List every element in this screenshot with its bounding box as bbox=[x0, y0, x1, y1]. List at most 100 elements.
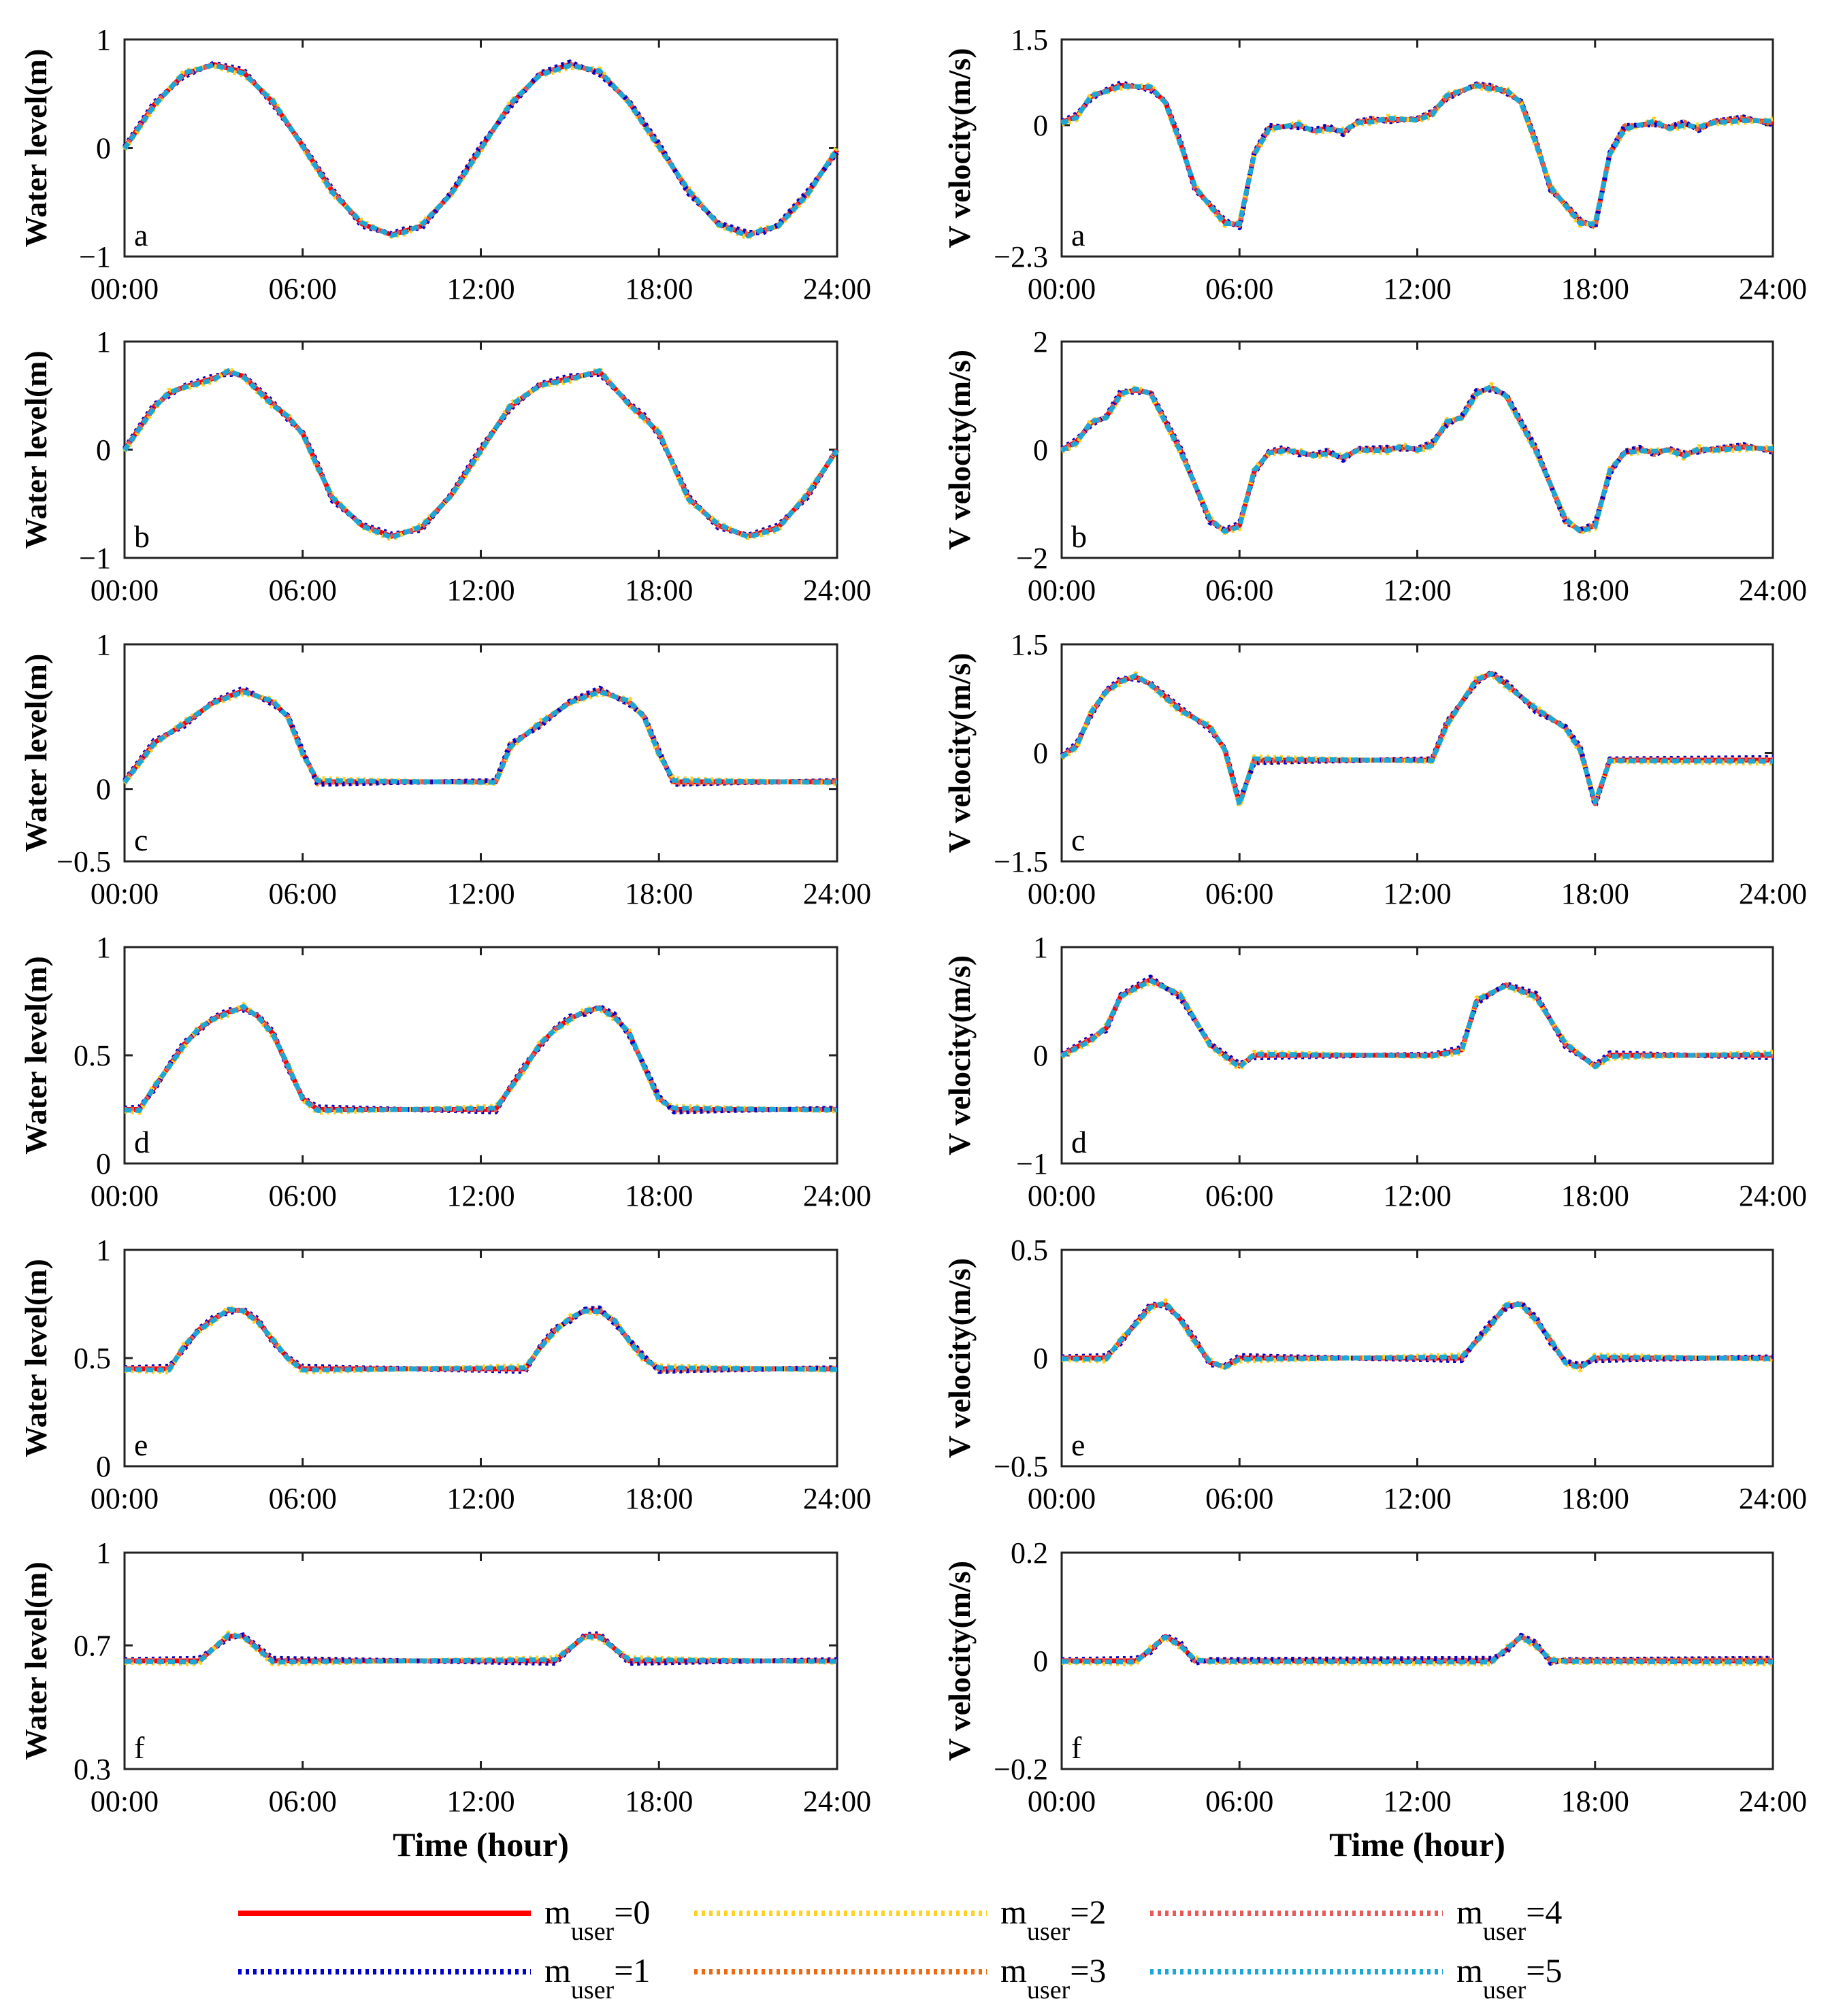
y-tick-label: −0.5 bbox=[56, 845, 111, 878]
y-tick-label: −1 bbox=[79, 542, 111, 575]
series-line-m3 bbox=[124, 1306, 838, 1374]
y-tick-label: 0 bbox=[96, 132, 111, 165]
series-line-m5 bbox=[124, 1632, 838, 1665]
x-tick-label: 18:00 bbox=[1561, 1482, 1629, 1515]
series-line-m5 bbox=[1060, 978, 1774, 1070]
x-tick-label: 12:00 bbox=[446, 1482, 515, 1515]
y-tick-label: 0 bbox=[96, 1147, 111, 1180]
legend-label-m1: muser=1 bbox=[544, 1951, 650, 2004]
panel-letter: d bbox=[134, 1125, 150, 1159]
panel-d-left: 00:00 06:00 12:00 18:00 24:00 0 0.5 1 Water leve… bbox=[18, 931, 871, 1212]
x-tick-label: 24:00 bbox=[1739, 1179, 1807, 1212]
x-tick-label: 12:00 bbox=[1383, 1179, 1451, 1212]
series-line-m5 bbox=[124, 1004, 838, 1113]
x-tick-label: 00:00 bbox=[91, 1482, 159, 1515]
series-line-m4 bbox=[124, 1307, 838, 1372]
panel-f-left: 00:00 06:00 12:00 18:00 24:00 0.3 0.7 1 Water le… bbox=[18, 1536, 871, 1864]
series-line-m5 bbox=[1060, 384, 1774, 534]
series-line-m1 bbox=[1060, 387, 1774, 532]
series-line-m4 bbox=[1060, 82, 1774, 229]
x-tick-label: 18:00 bbox=[625, 1482, 693, 1515]
panel-letter: a bbox=[1071, 218, 1085, 252]
x-tick-label: 06:00 bbox=[1205, 877, 1273, 910]
series-line-m2 bbox=[123, 691, 838, 786]
y-axis-label: V velocity(m/s) bbox=[942, 1561, 977, 1761]
y-axis-label: V velocity(m/s) bbox=[942, 48, 977, 248]
y-axis-label: V velocity(m/s) bbox=[942, 955, 977, 1155]
panel-a-left: 00:00 06:00 12:00 18:00 24:00 −1 0 1 Water level… bbox=[18, 23, 871, 305]
x-tick-label: 24:00 bbox=[1739, 574, 1807, 607]
series-line-m3 bbox=[124, 1004, 838, 1114]
x-tick-label: 12:00 bbox=[1383, 272, 1451, 305]
x-tick-label: 06:00 bbox=[1205, 272, 1273, 305]
x-tick-label: 18:00 bbox=[1561, 1179, 1629, 1212]
series-line-m5 bbox=[123, 63, 839, 239]
x-tick-label: 18:00 bbox=[1561, 877, 1629, 910]
y-tick-label: 0.5 bbox=[1011, 1234, 1048, 1267]
x-tick-label: 00:00 bbox=[1028, 1482, 1096, 1515]
y-axis-label: Water level(m) bbox=[18, 1561, 53, 1760]
x-tick-label: 18:00 bbox=[625, 574, 693, 607]
series-line-m2 bbox=[1060, 382, 1774, 535]
panel-letter: c bbox=[1071, 823, 1085, 857]
series-line-m0 bbox=[123, 688, 837, 784]
x-tick-label: 12:00 bbox=[1383, 1482, 1451, 1515]
series-line-m0 bbox=[1060, 385, 1774, 533]
y-tick-label: 1 bbox=[96, 325, 111, 359]
panel-e-left: 00:00 06:00 12:00 18:00 24:00 0 0.5 1 Water leve… bbox=[18, 1234, 871, 1515]
panel-letter: b bbox=[1071, 519, 1087, 554]
series-line-m0 bbox=[125, 1308, 837, 1372]
panel-b-right: 00:00 06:00 12:00 18:00 24:00 −2 0 2 V velocity(… bbox=[942, 325, 1807, 607]
panel-a-right: 00:00 06:00 12:00 18:00 24:00 −2.3 0 1.5 V veloc… bbox=[942, 23, 1807, 305]
legend-label-m2: muser=2 bbox=[1000, 1893, 1106, 1946]
series-line-m4 bbox=[123, 61, 839, 237]
x-tick-label: 24:00 bbox=[1739, 1785, 1807, 1818]
y-tick-label: −2.3 bbox=[994, 240, 1048, 274]
series-line-m2 bbox=[124, 1002, 838, 1115]
x-tick-label: 24:00 bbox=[1739, 877, 1807, 910]
x-tick-label: 00:00 bbox=[91, 1179, 159, 1212]
series-line-m1 bbox=[123, 685, 838, 787]
x-tick-label: 06:00 bbox=[1205, 574, 1273, 607]
y-axis-label: Water level(m) bbox=[18, 1259, 53, 1457]
y-tick-label: −1.5 bbox=[994, 845, 1048, 878]
x-tick-label: 12:00 bbox=[446, 272, 515, 305]
panel-letter: e bbox=[134, 1427, 148, 1462]
axes-box bbox=[123, 1249, 838, 1468]
x-tick-label: 06:00 bbox=[269, 272, 337, 305]
y-axis-label: V velocity(m/s) bbox=[942, 1258, 977, 1458]
series-line-m4 bbox=[123, 687, 838, 785]
y-tick-label: −1 bbox=[1016, 1147, 1048, 1180]
series-line-m2 bbox=[124, 1304, 838, 1375]
series-line-m5 bbox=[1060, 672, 1774, 808]
x-tick-label: 12:00 bbox=[1383, 574, 1451, 607]
x-tick-label: 00:00 bbox=[91, 574, 159, 607]
axes-box bbox=[1060, 38, 1774, 258]
x-tick-label: 18:00 bbox=[1561, 574, 1629, 607]
y-axis-label: V velocity(m/s) bbox=[942, 350, 977, 550]
series-line-m4 bbox=[1060, 386, 1774, 533]
series-line-m5 bbox=[1061, 1300, 1774, 1371]
x-tick-label: 24:00 bbox=[803, 1179, 871, 1212]
y-tick-label: 1.5 bbox=[1011, 628, 1048, 661]
y-tick-label: −2 bbox=[1016, 542, 1048, 575]
y-tick-label: 0.7 bbox=[74, 1629, 111, 1662]
x-tick-label: 00:00 bbox=[1028, 574, 1096, 607]
panel-letter: b bbox=[134, 519, 150, 554]
x-tick-label: 24:00 bbox=[803, 272, 871, 305]
x-tick-label: 24:00 bbox=[1739, 1482, 1807, 1515]
y-tick-label: −0.2 bbox=[994, 1753, 1048, 1786]
y-tick-label: 1 bbox=[96, 931, 111, 964]
panel-letter: c bbox=[134, 823, 148, 857]
panel-letter: f bbox=[1071, 1730, 1082, 1765]
y-tick-label: 1 bbox=[96, 23, 111, 56]
series-line-m5 bbox=[123, 689, 838, 785]
series-line-m5 bbox=[1061, 1634, 1774, 1665]
x-tick-label: 18:00 bbox=[1561, 272, 1629, 305]
y-tick-label: 0.5 bbox=[74, 1039, 111, 1072]
panel-d-right: 00:00 06:00 12:00 18:00 24:00 −1 0 1 V velocity(… bbox=[942, 931, 1807, 1212]
y-tick-label: 1.5 bbox=[1011, 23, 1048, 56]
panel-letter: e bbox=[1071, 1427, 1085, 1462]
y-axis-label: Water level(m) bbox=[18, 49, 53, 248]
x-tick-label: 06:00 bbox=[1205, 1179, 1273, 1212]
